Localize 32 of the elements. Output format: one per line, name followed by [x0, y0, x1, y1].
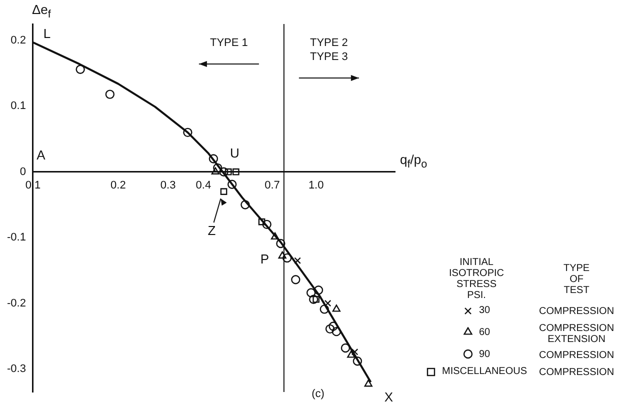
annotation: A — [36, 147, 46, 162]
y-tick-label: -0.1 — [6, 232, 26, 244]
y-tick-label: 0.1 — [10, 100, 26, 112]
x-axis-title: q$_{f}$/p$_{o}$ — [400, 152, 428, 171]
y-tick-label: 0.2 — [10, 34, 26, 46]
text: COMPRESSION EXTENSION — [538, 322, 616, 346]
text: TYPE OF TEST — [562, 262, 591, 298]
annotation: P — [260, 252, 270, 267]
annotation: (c) — [312, 388, 324, 400]
x-tick-label: 0.3 — [160, 179, 176, 192]
legend-label: 60 — [478, 326, 490, 338]
y-tick-label: -0.3 — [6, 363, 26, 376]
legend-label: 90 — [478, 348, 490, 360]
legend-label: MISCELLANEOUS — [442, 366, 528, 377]
text: COMPRESSION — [538, 348, 616, 363]
legend-label: 30 — [478, 305, 490, 316]
annotation: TYPE 2 TYPE 3 — [310, 37, 348, 63]
text: COMPRESSION — [538, 366, 616, 380]
annotation: U — [230, 145, 240, 160]
x-tick-label: 0.7 — [264, 179, 280, 192]
legend-title: INITIAL ISOTROPIC STRESS PSI. — [448, 256, 506, 303]
annotation: L — [43, 26, 51, 41]
x-tick-label: 1.0 — [308, 179, 324, 192]
annotation: X — [384, 390, 394, 405]
annotation: TYPE 1 — [210, 37, 248, 49]
text: COMPRESSION — [538, 305, 616, 320]
x-tick-label: 0.2 — [110, 179, 126, 192]
y-tick-label: -0.2 — [6, 297, 26, 310]
annotation: Z — [208, 223, 216, 238]
x-tick-label: 0.4 — [196, 179, 212, 192]
y-axis-title: Δe$_{f}$ — [32, 2, 51, 21]
y-tick-label: 0 — [20, 166, 26, 178]
